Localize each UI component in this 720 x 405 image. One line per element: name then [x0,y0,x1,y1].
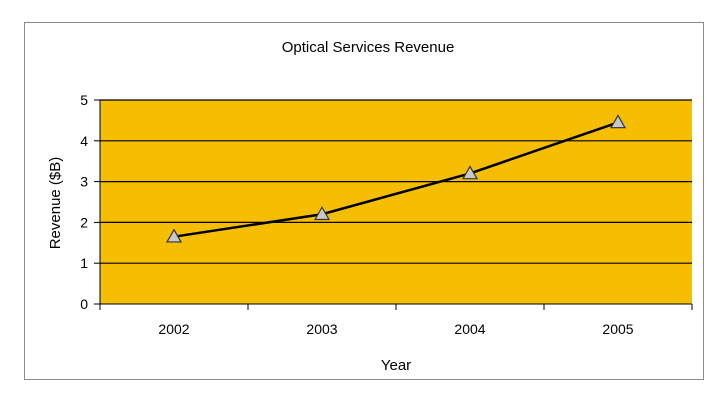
y-tick-label: 5 [80,92,88,108]
data-point-marker [165,228,183,243]
data-point-marker [313,206,331,221]
gridlines [100,99,692,264]
data-point-marker [609,114,627,129]
series-line [173,121,619,238]
series-group [165,114,627,243]
x-tick-label: 2005 [602,321,633,337]
y-tick-label: 3 [80,174,88,190]
chart-title: Optical Services Revenue [282,39,455,56]
plot-area [100,100,692,304]
x-tick-labels: 2002 2003 2004 2005 [158,321,633,337]
x-tick-label: 2002 [158,321,189,337]
y-tick-labels: 0 1 2 3 4 5 [80,92,88,312]
y-tick-label: 1 [80,255,88,271]
y-tick-label: 0 [80,296,88,312]
y-axis-title: Revenue ($B) [47,157,64,250]
data-point-marker [461,165,479,180]
axes [94,99,693,310]
y-tick-label: 2 [80,214,88,230]
y-tick-label: 4 [80,133,88,149]
x-tick-label: 2004 [454,321,485,337]
x-axis-title: Year [381,357,411,374]
x-tick-label: 2003 [306,321,337,337]
